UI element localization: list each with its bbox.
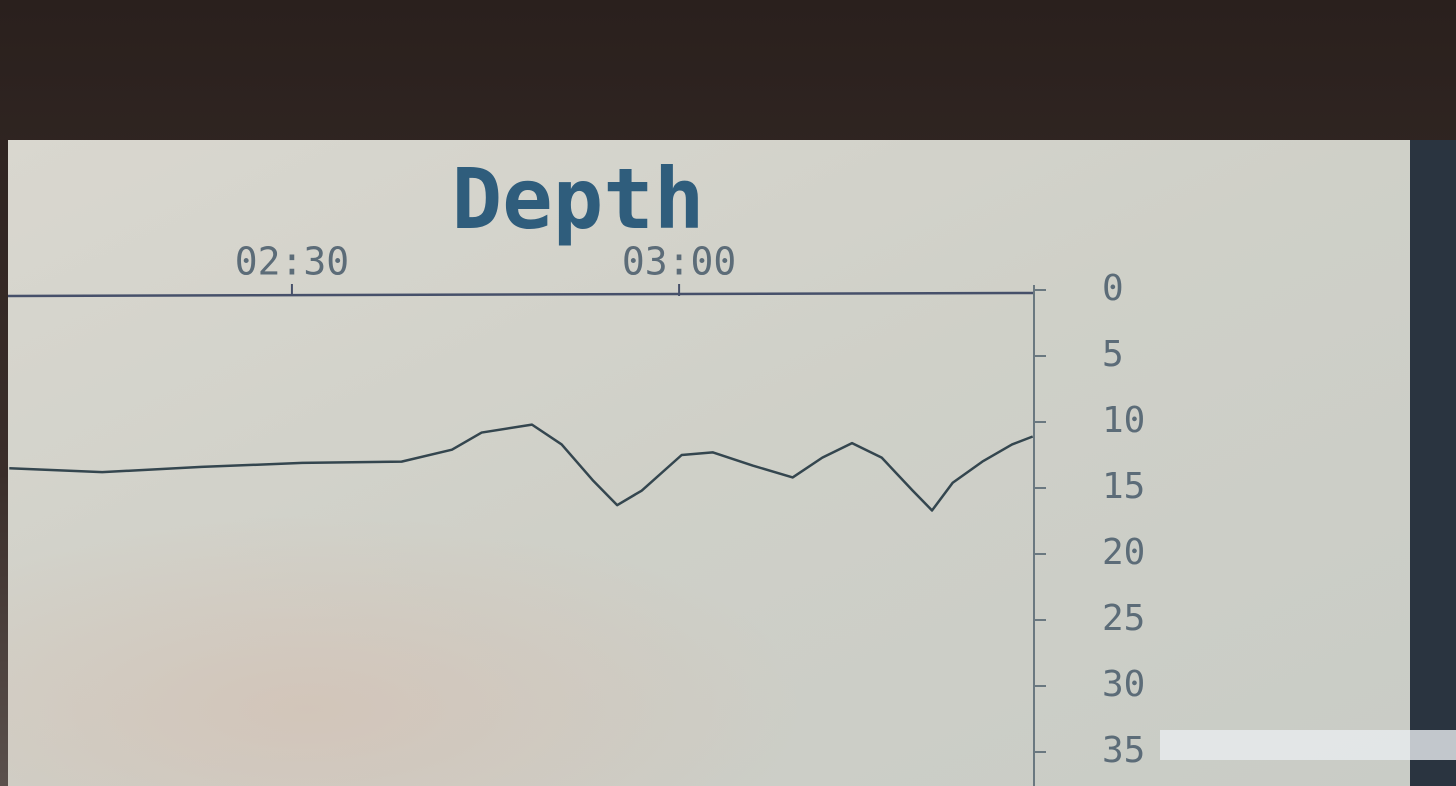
- y-tick-label: 10: [1102, 400, 1145, 441]
- chart: Depth 0 5 10 15 20 25 30 35 02:30 03:00: [0, 0, 1456, 786]
- y-tick-label: 5: [1102, 334, 1124, 375]
- y-tick-label: 20: [1102, 532, 1145, 573]
- y-tick-label: 15: [1102, 466, 1145, 507]
- y-tick-label: 35: [1102, 730, 1145, 771]
- chart-title: Depth: [452, 150, 705, 248]
- y-tick-label: 25: [1102, 598, 1145, 639]
- page: Depth 0510152025303502:3003:00 (() => { …: [0, 0, 1456, 786]
- x-tick-label: 03:00: [622, 240, 736, 284]
- reflection: [1160, 730, 1456, 760]
- x-tick-label: 02:30: [235, 240, 349, 284]
- y-tick-label: 30: [1102, 664, 1145, 705]
- screen-edge: [1410, 140, 1456, 786]
- glare: [8, 400, 1008, 786]
- y-tick-label: 0: [1102, 268, 1124, 309]
